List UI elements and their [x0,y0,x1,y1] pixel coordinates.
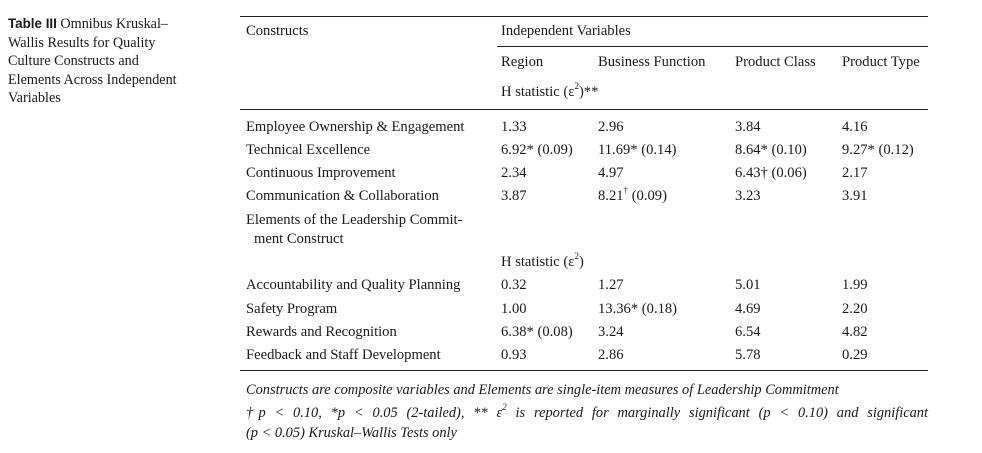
h-statistic-prefix: H statistic ( [501,84,569,100]
row-label: Communication & Collaboration [246,188,439,204]
column-header-product-type: Product Type [842,54,920,70]
table-cell: 3.87 [501,188,527,204]
h-statistic-suffix: ) [578,254,584,270]
table-cell: 11.69* (0.14) [598,142,677,158]
header-independent-variables: Independent Variables [501,23,631,39]
row-label: Safety Program [246,301,338,317]
table-caption: Table III Omnibus Kruskal– Wallis Result… [8,15,213,108]
table-cell: 4.16 [842,119,868,135]
table-cell: 0.32 [501,277,527,293]
table-cell: 9.27* (0.12) [842,142,914,158]
row-label: Rewards and Recognition [246,324,397,340]
caption-line: Elements Across Independent [8,71,177,88]
table-cell: 3.23 [735,188,761,204]
table-cell: 3.84 [735,119,761,135]
table-cell: 4.97 [598,165,624,181]
table-label: Table III [8,16,57,31]
independent-variables-rule [497,46,928,47]
table-note-line3: (p < 0.05) Kruskal–Wallis Tests only [246,425,457,441]
cell-value: 8.21 [598,188,624,204]
table-cell: 1.27 [598,277,624,293]
row-label: Employee Ownership & Engagement [246,119,465,135]
note-reporting-rule: is reported for marginally significant (… [506,405,928,421]
table-cell: 4.82 [842,324,868,340]
table-cell: 6.54 [735,324,761,340]
h-statistic-prefix: H statistic ( [501,254,569,270]
table-cell: 8.64* (0.10) [735,142,807,158]
caption-line: Variables [8,90,61,107]
elements-heading-line1: Elements of the Leadership Commit- [246,212,463,228]
table-cell: 13.36* (0.18) [598,301,678,317]
epsilon-power: 2 [574,251,579,262]
row-label: Accountability and Quality Planning [246,277,461,293]
caption-line: Culture Constructs and [8,53,139,70]
table-cell: 3.91 [842,188,868,204]
table-cell: 1.00 [501,301,527,317]
h-statistic-subheader: H statistic (ε2) [501,251,584,271]
epsilon-symbol: ε [568,84,575,100]
table-cell: 5.01 [735,277,761,293]
caption-line: Omnibus Kruskal– [60,16,169,32]
table-cell: 6.38* (0.08) [501,324,573,340]
top-rule [240,16,928,17]
table-cell: 5.78 [735,347,761,363]
elements-heading-line2: ment Construct [254,231,344,247]
dagger-mark: † [623,185,629,196]
table-cell: 3.24 [598,324,624,340]
column-header-region: Region [501,54,544,70]
h-statistic-suffix: )** [578,84,599,100]
table-note-line1: Constructs are composite variables and E… [246,382,839,398]
table-cell: 2.86 [598,347,624,363]
table-cell: 2.20 [842,301,868,317]
caption-line: Wallis Results for Quality [8,34,156,51]
header-constructs: Constructs [246,23,309,39]
h-statistic-header: H statistic (ε2)** [501,81,599,101]
table-cell: 4.69 [735,301,761,317]
note-significance-codes: †p < 0.10, *p < 0.05 (2-tailed), ** ε [246,405,503,421]
row-label: Technical Excellence [246,142,371,158]
header-bottom-rule [240,109,928,110]
table-cell: 1.33 [501,119,527,135]
table-cell: 6.92* (0.09) [501,142,573,158]
table-cell-with-dagger: 8.21† (0.09) [598,185,667,205]
table-note-line2: †p < 0.10, *p < 0.05 (2-tailed), ** ε2 i… [246,402,928,422]
cell-effect-size: (0.09) [628,188,667,204]
table-cell: 6.43† (0.06) [735,165,807,181]
table-cell: 2.96 [598,119,624,135]
table-cell: 2.17 [842,165,868,181]
table-bottom-rule [240,370,928,371]
row-label: Continuous Improvement [246,165,396,181]
epsilon-power: 2 [502,402,507,413]
column-header-business-function: Business Function [598,54,706,70]
column-header-product-class: Product Class [735,54,816,70]
row-label: Feedback and Staff Development [246,347,441,363]
table-cell: 2.34 [501,165,527,181]
table-cell: 1.99 [842,277,868,293]
epsilon-power: 2 [574,81,579,92]
epsilon-symbol: ε [568,254,575,270]
table-cell: 0.93 [501,347,527,363]
table-cell: 0.29 [842,347,868,363]
